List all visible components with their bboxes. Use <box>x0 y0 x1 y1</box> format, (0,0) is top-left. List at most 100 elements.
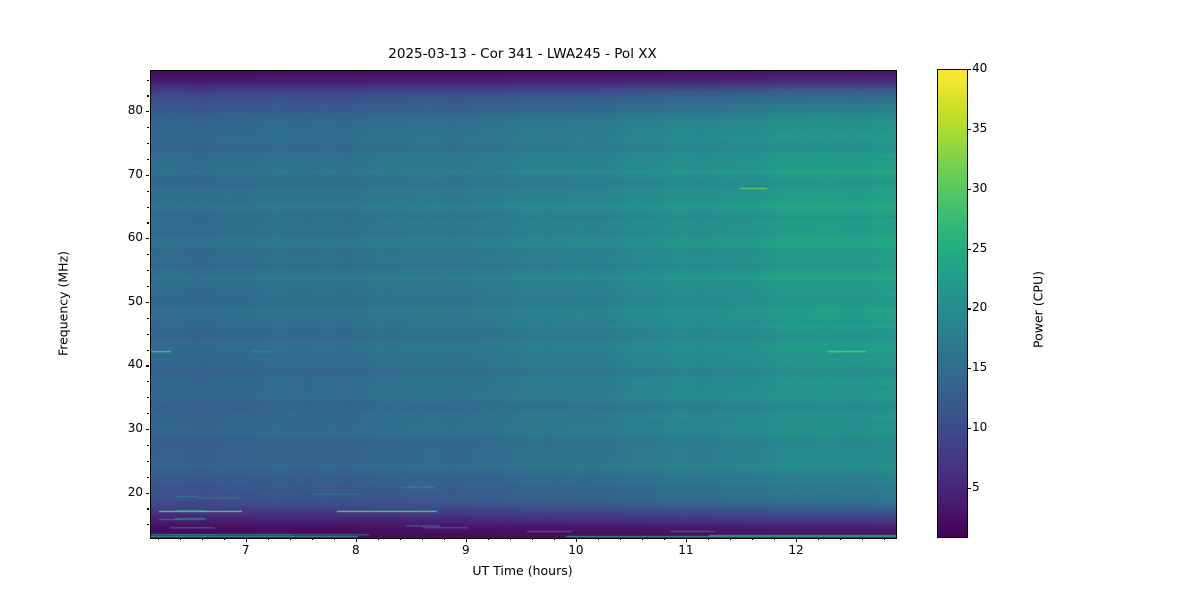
x-axis-minor-tick <box>729 538 732 540</box>
x-axis-minor-tick <box>179 538 181 540</box>
x-axis-tick <box>685 538 687 542</box>
y-axis-tick-label: 60 <box>127 230 143 245</box>
plot-title: 2025-03-13 - Cor 341 - LWA245 - Pol XX <box>388 46 657 62</box>
x-axis-tick-label: 10 <box>568 543 584 557</box>
y-axis-minor-tick <box>147 524 149 526</box>
colorbar-tick-label: 20 <box>972 300 988 315</box>
y-axis-minor-tick <box>147 444 149 446</box>
y-axis-tick-label: 70 <box>127 166 143 181</box>
x-axis-minor-tick <box>267 538 269 540</box>
y-axis-minor-tick <box>147 254 149 256</box>
x-axis-tick-label: 8 <box>351 543 360 557</box>
x-axis-minor-tick <box>641 538 643 540</box>
y-axis-minor-tick <box>147 349 149 351</box>
y-axis-minor-tick <box>147 333 149 335</box>
y-axis-minor-tick <box>147 317 149 319</box>
y-axis-minor-tick <box>147 222 149 224</box>
colorbar-tick-label: 10 <box>972 420 988 435</box>
y-axis-minor-tick <box>147 95 149 97</box>
y-axis-tick <box>145 492 149 494</box>
colorbar-tick-label: 40 <box>972 61 988 75</box>
x-axis-minor-tick <box>817 538 820 540</box>
x-axis-tick-label: 11 <box>678 543 694 557</box>
x-axis-minor-tick <box>377 538 379 540</box>
y-axis-minor-tick <box>147 508 149 510</box>
y-axis-minor-tick <box>147 143 149 145</box>
colorbar-tick <box>967 368 971 370</box>
x-axis-minor-tick <box>884 538 886 540</box>
y-axis-tick <box>145 238 149 240</box>
x-axis-minor-tick <box>201 538 203 540</box>
colorbar-tick <box>967 428 971 430</box>
y-axis-tick-label: 50 <box>127 293 143 308</box>
x-axis-minor-tick <box>751 538 754 540</box>
x-axis-minor-tick <box>619 538 621 540</box>
colorbar-tick-label: 35 <box>972 120 988 135</box>
colorbar-tick <box>967 188 971 190</box>
y-axis-tick-label: 20 <box>127 484 143 499</box>
colorbar-tick-label: 30 <box>972 180 988 195</box>
x-axis-minor-tick <box>311 538 313 540</box>
x-axis-minor-tick <box>531 538 533 540</box>
x-axis-minor-tick <box>443 538 445 540</box>
x-axis-tick-label: 12 <box>788 543 804 557</box>
y-axis-minor-tick <box>147 413 149 415</box>
y-axis-minor-tick <box>147 460 149 462</box>
colorbar-axes <box>937 69 968 538</box>
spectrogram-image <box>151 71 896 538</box>
x-axis-minor-tick <box>861 538 864 540</box>
colorbar-tick-label: 15 <box>972 360 988 375</box>
colorbar-tick <box>967 308 971 310</box>
y-axis-tick-label: 30 <box>127 420 143 435</box>
y-axis-minor-tick <box>147 79 149 81</box>
y-axis-tick-label: 40 <box>127 357 143 372</box>
colorbar-tick-label: 25 <box>972 240 988 255</box>
y-axis-tick <box>145 111 149 113</box>
y-axis-minor-tick <box>147 270 149 272</box>
x-axis-minor-tick <box>597 538 599 540</box>
y-axis-tick <box>145 301 149 303</box>
y-axis-label: Frequency (MHz) <box>55 250 71 357</box>
y-axis-tick <box>145 174 149 176</box>
x-axis-tick <box>245 538 247 542</box>
y-axis-minor-tick <box>147 158 149 161</box>
y-axis-minor-tick <box>147 190 149 192</box>
y-axis-minor-tick <box>147 286 149 288</box>
x-axis-minor-tick <box>707 538 709 540</box>
x-axis-minor-tick <box>773 538 776 540</box>
x-axis-minor-tick <box>421 538 423 540</box>
colorbar-gradient <box>938 70 967 537</box>
x-axis-tick <box>795 538 798 542</box>
colorbar-tick <box>967 488 971 490</box>
y-axis-minor-tick <box>147 381 149 383</box>
y-axis-minor-tick <box>147 476 149 478</box>
x-axis-minor-tick <box>399 538 401 540</box>
x-axis-minor-tick <box>289 538 291 540</box>
y-axis-minor-tick <box>147 127 149 129</box>
x-axis-minor-tick <box>553 538 555 540</box>
y-axis-tick-label: 80 <box>127 103 143 118</box>
colorbar-label: Power (CPU) <box>1030 271 1046 348</box>
y-axis-tick <box>145 365 149 367</box>
x-axis-tick-label: 9 <box>462 543 470 557</box>
x-axis-minor-tick <box>223 538 225 540</box>
x-axis-tick <box>575 538 577 542</box>
y-axis-minor-tick <box>147 206 149 208</box>
colorbar-tick <box>967 248 971 250</box>
colorbar-tick <box>967 69 971 71</box>
x-axis-minor-tick <box>157 538 159 540</box>
x-axis-minor-tick <box>487 538 489 540</box>
x-axis-minor-tick <box>333 538 335 540</box>
x-axis-minor-tick <box>839 538 842 540</box>
x-axis-minor-tick <box>663 538 665 540</box>
colorbar-tick-label: 5 <box>972 480 980 495</box>
x-axis-tick <box>355 538 357 542</box>
colorbar-tick <box>967 128 971 130</box>
x-axis-tick-label: 7 <box>241 543 250 557</box>
y-axis-minor-tick <box>147 397 149 399</box>
x-axis-label: UT Time (hours) <box>472 563 573 578</box>
spectrogram-axes <box>150 70 897 539</box>
x-axis-tick <box>465 538 467 542</box>
y-axis-tick <box>145 428 149 431</box>
